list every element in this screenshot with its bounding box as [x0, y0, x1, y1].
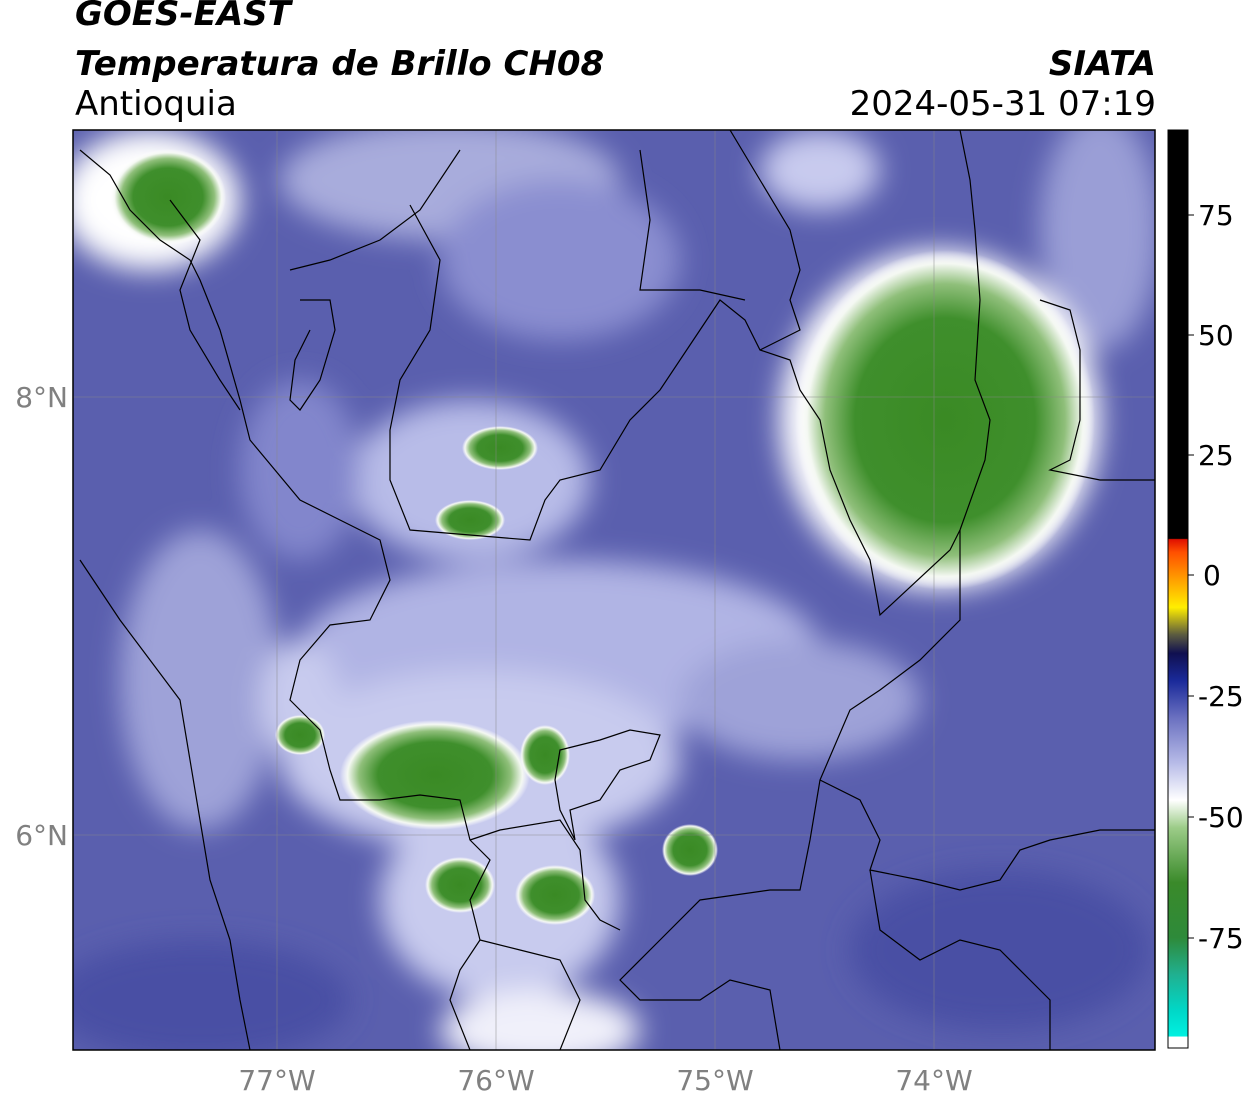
- map-field: [73, 130, 1155, 1050]
- border-bolivar: [729, 130, 801, 351]
- timestamp-label: 2024-05-31 07:19: [849, 84, 1156, 124]
- region-label: Antioquia: [75, 84, 237, 124]
- boundaries: [79, 130, 1155, 1050]
- lat-tick-8: 8°N: [15, 381, 68, 414]
- source-label: SIATA: [1048, 44, 1156, 84]
- cbar-tick-neg25: -25: [1198, 680, 1244, 713]
- graticule: [73, 130, 1155, 1050]
- border-cundinamarca: [869, 869, 1051, 1050]
- cbar-tick-75: 75: [1198, 199, 1234, 232]
- cold-cloud-small-6: [435, 500, 505, 540]
- colorbar-gradient: [1168, 130, 1188, 1048]
- colorbar: 75 50 25 0 -25 -50 -75: [1167, 129, 1244, 1049]
- lon-tick-76: 76°W: [457, 1064, 534, 1097]
- cbar-tick-25: 25: [1198, 439, 1234, 472]
- border-risaralda: [479, 939, 581, 1050]
- cbar-tick-neg50: -50: [1198, 801, 1244, 834]
- cbar-tick-0: 0: [1203, 559, 1221, 592]
- product-title: Temperatura de Brillo CH08: [75, 44, 605, 84]
- lon-tick-74: 74°W: [895, 1064, 972, 1097]
- cbar-tick-neg75: -75: [1198, 922, 1244, 955]
- antioquia-north-border: [389, 204, 961, 617]
- cold-cloud-small-1: [520, 725, 570, 785]
- map-frame: [72, 129, 1156, 1051]
- coastline-west: [79, 149, 491, 1050]
- border-cordoba: [639, 149, 746, 301]
- valle-aburra: [554, 729, 661, 841]
- border-boyaca: [819, 779, 1155, 891]
- border-cesar-santander: [959, 130, 991, 531]
- gulf-uraba: [289, 299, 336, 411]
- cold-cloud-central: [340, 720, 530, 830]
- lon-tick-75: 75°W: [676, 1064, 753, 1097]
- cold-cloud-small-7: [275, 715, 325, 755]
- cold-cloud-tops: [110, 149, 1095, 925]
- cold-cloud-northwest: [110, 149, 226, 245]
- panama-border: [169, 199, 241, 411]
- cbar-tick-50: 50: [1198, 319, 1234, 352]
- lat-tick-6: 6°N: [15, 819, 68, 852]
- antioquia-east-border: [619, 530, 961, 1050]
- cold-cloud-northeast: [795, 250, 1095, 590]
- cold-cloud-small-2: [662, 824, 718, 876]
- colorbar-ticks: 75 50 25 0 -25 -50 -75: [1188, 199, 1244, 955]
- axis-labels: 77°W 76°W 75°W 74°W 8°N 6°N: [15, 381, 972, 1097]
- cold-cloud-small-3: [425, 857, 495, 913]
- colorbar-frame: [1167, 129, 1189, 1049]
- cold-cloud-small-4: [515, 865, 595, 925]
- border-caldas: [469, 819, 621, 931]
- satellite-title: GOES-EAST: [75, 0, 291, 34]
- lon-tick-77: 77°W: [238, 1064, 315, 1097]
- border-venezuela: [1039, 299, 1155, 481]
- coastline-pacific: [79, 559, 251, 1050]
- coastline-north: [289, 149, 461, 271]
- cold-cloud-small-5: [462, 426, 538, 470]
